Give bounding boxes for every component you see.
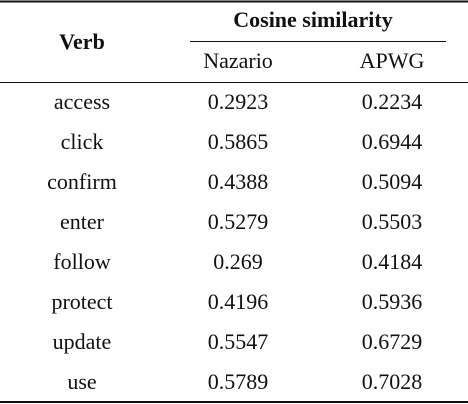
value-cell: 0.5503 [362, 209, 423, 234]
verb-cell: update [53, 329, 112, 354]
value-cell: 0.5279 [208, 209, 269, 234]
value-cell: 0.5094 [362, 169, 423, 194]
verb-cell: use [67, 369, 96, 394]
value-cell: 0.5936 [362, 289, 423, 314]
value-cell: 0.5865 [208, 129, 269, 154]
column-header: Nazario [203, 48, 273, 73]
verb-cell: enter [60, 209, 105, 234]
value-cell: 0.7028 [362, 369, 423, 394]
header-group: Cosine similarity [233, 7, 393, 32]
verb-cell: confirm [47, 169, 117, 194]
verb-cell: click [61, 129, 104, 154]
value-cell: 0.6729 [362, 329, 423, 354]
column-header: APWG [360, 48, 425, 73]
verb-cell: follow [53, 249, 111, 274]
value-cell: 0.4184 [362, 249, 423, 274]
value-cell: 0.2923 [208, 89, 269, 114]
verb-cell: protect [51, 289, 112, 314]
value-cell: 0.2234 [362, 89, 423, 114]
value-cell: 0.4388 [208, 169, 269, 194]
header-verb: Verb [59, 29, 105, 54]
value-cell: 0.4196 [208, 289, 269, 314]
value-cell: 0.5789 [208, 369, 269, 394]
value-cell: 0.6944 [362, 129, 423, 154]
verb-cell: access [54, 89, 110, 114]
value-cell: 0.5547 [208, 329, 269, 354]
value-cell: 0.269 [213, 249, 263, 274]
